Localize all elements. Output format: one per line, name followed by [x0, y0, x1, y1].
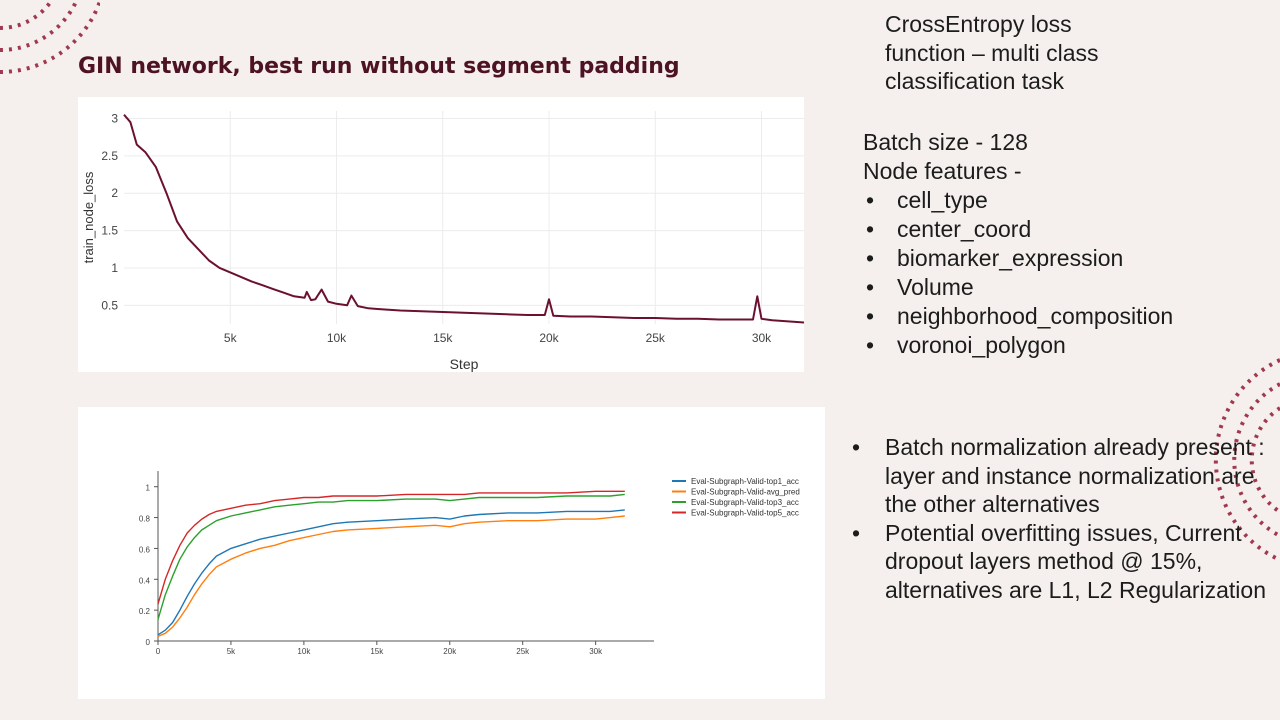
x-tick-label: 20k — [443, 647, 457, 656]
y-tick-label: 0.8 — [139, 515, 151, 524]
x-tick-label: 10k — [327, 331, 347, 345]
x-tick-label: 5k — [224, 331, 238, 345]
bullet: • — [866, 274, 875, 300]
batch-size-text: Batch size - 128 — [863, 129, 1028, 155]
x-tick-label: 30k — [752, 331, 772, 345]
slide-title: GIN network, best run without segment pa… — [78, 54, 680, 79]
note-overfitting: Potential overfitting issues, Current dr… — [885, 519, 1267, 603]
series-line-3 — [157, 493, 625, 620]
x-axis-label: Step — [450, 356, 479, 372]
x-tick-label: 10k — [297, 647, 311, 656]
list-item: • biomarker_expression — [863, 244, 1263, 273]
bullet: • — [866, 332, 875, 358]
y-tick-label: 0.5 — [101, 298, 118, 312]
list-item: • voronoi_polygon — [863, 331, 1263, 360]
y-tick-label: 0.6 — [139, 545, 151, 554]
series-line-1 — [123, 114, 804, 324]
legend-label: Eval-Subgraph-Valid-top5_acc — [691, 509, 799, 518]
x-tick-label: 0 — [156, 647, 161, 656]
legend-label: Eval-Subgraph-Valid-avg_pred — [691, 488, 800, 497]
feature-center-coord: center_coord — [897, 216, 1032, 242]
y-tick-label: 2.5 — [101, 149, 118, 163]
feature-cell-type: cell_type — [897, 187, 988, 213]
node-features-label: Node features - — [863, 158, 1022, 184]
node-features-list: • cell_type • center_coord • biomarker_expr… — [863, 186, 1263, 360]
series-line-1 — [157, 509, 625, 636]
y-tick-label: 0.2 — [139, 607, 151, 616]
y-tick-label: 0 — [146, 638, 151, 647]
note-normalization: Batch normalization already present : la… — [885, 434, 1265, 517]
feature-voronoi-polygon: voronoi_polygon — [897, 332, 1066, 358]
list-item: • neighborhood_composition — [863, 302, 1263, 331]
y-tick-label: 2 — [111, 186, 118, 200]
y-tick-label: 0.4 — [139, 576, 151, 585]
y-tick-label: 3 — [111, 111, 118, 125]
list-item: • center_coord — [863, 215, 1263, 244]
loss-function-note: CrossEntropy loss function – multi class… — [885, 11, 1099, 94]
train-loss-chart: 5k 10k 15k 20k 25k 30k 0.5 1 1.5 2 2.5 3 Step train_n… — [78, 97, 804, 372]
notes-list: • Batch normalization already present : l… — [850, 433, 1270, 604]
train-loss-chart-svg: 5k 10k 15k 20k 25k 30k 0.5 1 1.5 2 2.5 3 Step train_n… — [81, 111, 804, 372]
list-item: • Potential overfitting issues, Current d… — [850, 519, 1270, 605]
y-axis-label: train_node_loss — [81, 171, 96, 263]
bullet: • — [852, 434, 861, 460]
x-tick-label: 25k — [516, 647, 530, 656]
feature-volume: Volume — [897, 274, 974, 300]
y-tick-label: 1.5 — [101, 224, 118, 238]
x-tick-label: 20k — [539, 331, 559, 345]
list-item: • Batch normalization already present : l… — [850, 433, 1270, 519]
y-tick-label: 1 — [111, 261, 118, 275]
legend-label: Eval-Subgraph-Valid-top1_acc — [691, 477, 799, 486]
decorative-arcs-right — [1213, 358, 1280, 562]
list-item: • cell_type — [863, 186, 1263, 215]
bullet: • — [866, 245, 875, 271]
x-tick-label: 5k — [227, 647, 236, 656]
feature-biomarker-expression: biomarker_expression — [897, 245, 1124, 271]
bullet: • — [866, 187, 875, 213]
list-item: • Volume — [863, 273, 1263, 302]
bullet: • — [866, 303, 875, 329]
y-tick-label: 1 — [146, 484, 151, 493]
series-line-4 — [157, 490, 625, 605]
x-tick-label: 25k — [646, 331, 666, 345]
decorative-arcs-top-left — [0, 0, 100, 74]
x-tick-label: 30k — [589, 647, 603, 656]
training-config: Batch size - 128 Node features - • cell_t… — [863, 128, 1263, 360]
bullet: • — [866, 216, 875, 242]
bullet: • — [852, 519, 861, 546]
x-tick-label: 15k — [370, 647, 384, 656]
eval-accuracy-chart-svg: 0 5k 10k 15k 20k 25k 30k 0 0.2 0.4 0.6 0.8 1 Eval-Sub… — [139, 471, 800, 656]
eval-accuracy-chart: 0 5k 10k 15k 20k 25k 30k 0 0.2 0.4 0.6 0.8 1 Eval-Sub… — [78, 407, 825, 699]
legend-label: Eval-Subgraph-Valid-top3_acc — [691, 498, 799, 507]
feature-neighborhood-composition: neighborhood_composition — [897, 303, 1174, 329]
x-tick-label: 15k — [433, 331, 453, 345]
series-line-2 — [157, 515, 625, 638]
